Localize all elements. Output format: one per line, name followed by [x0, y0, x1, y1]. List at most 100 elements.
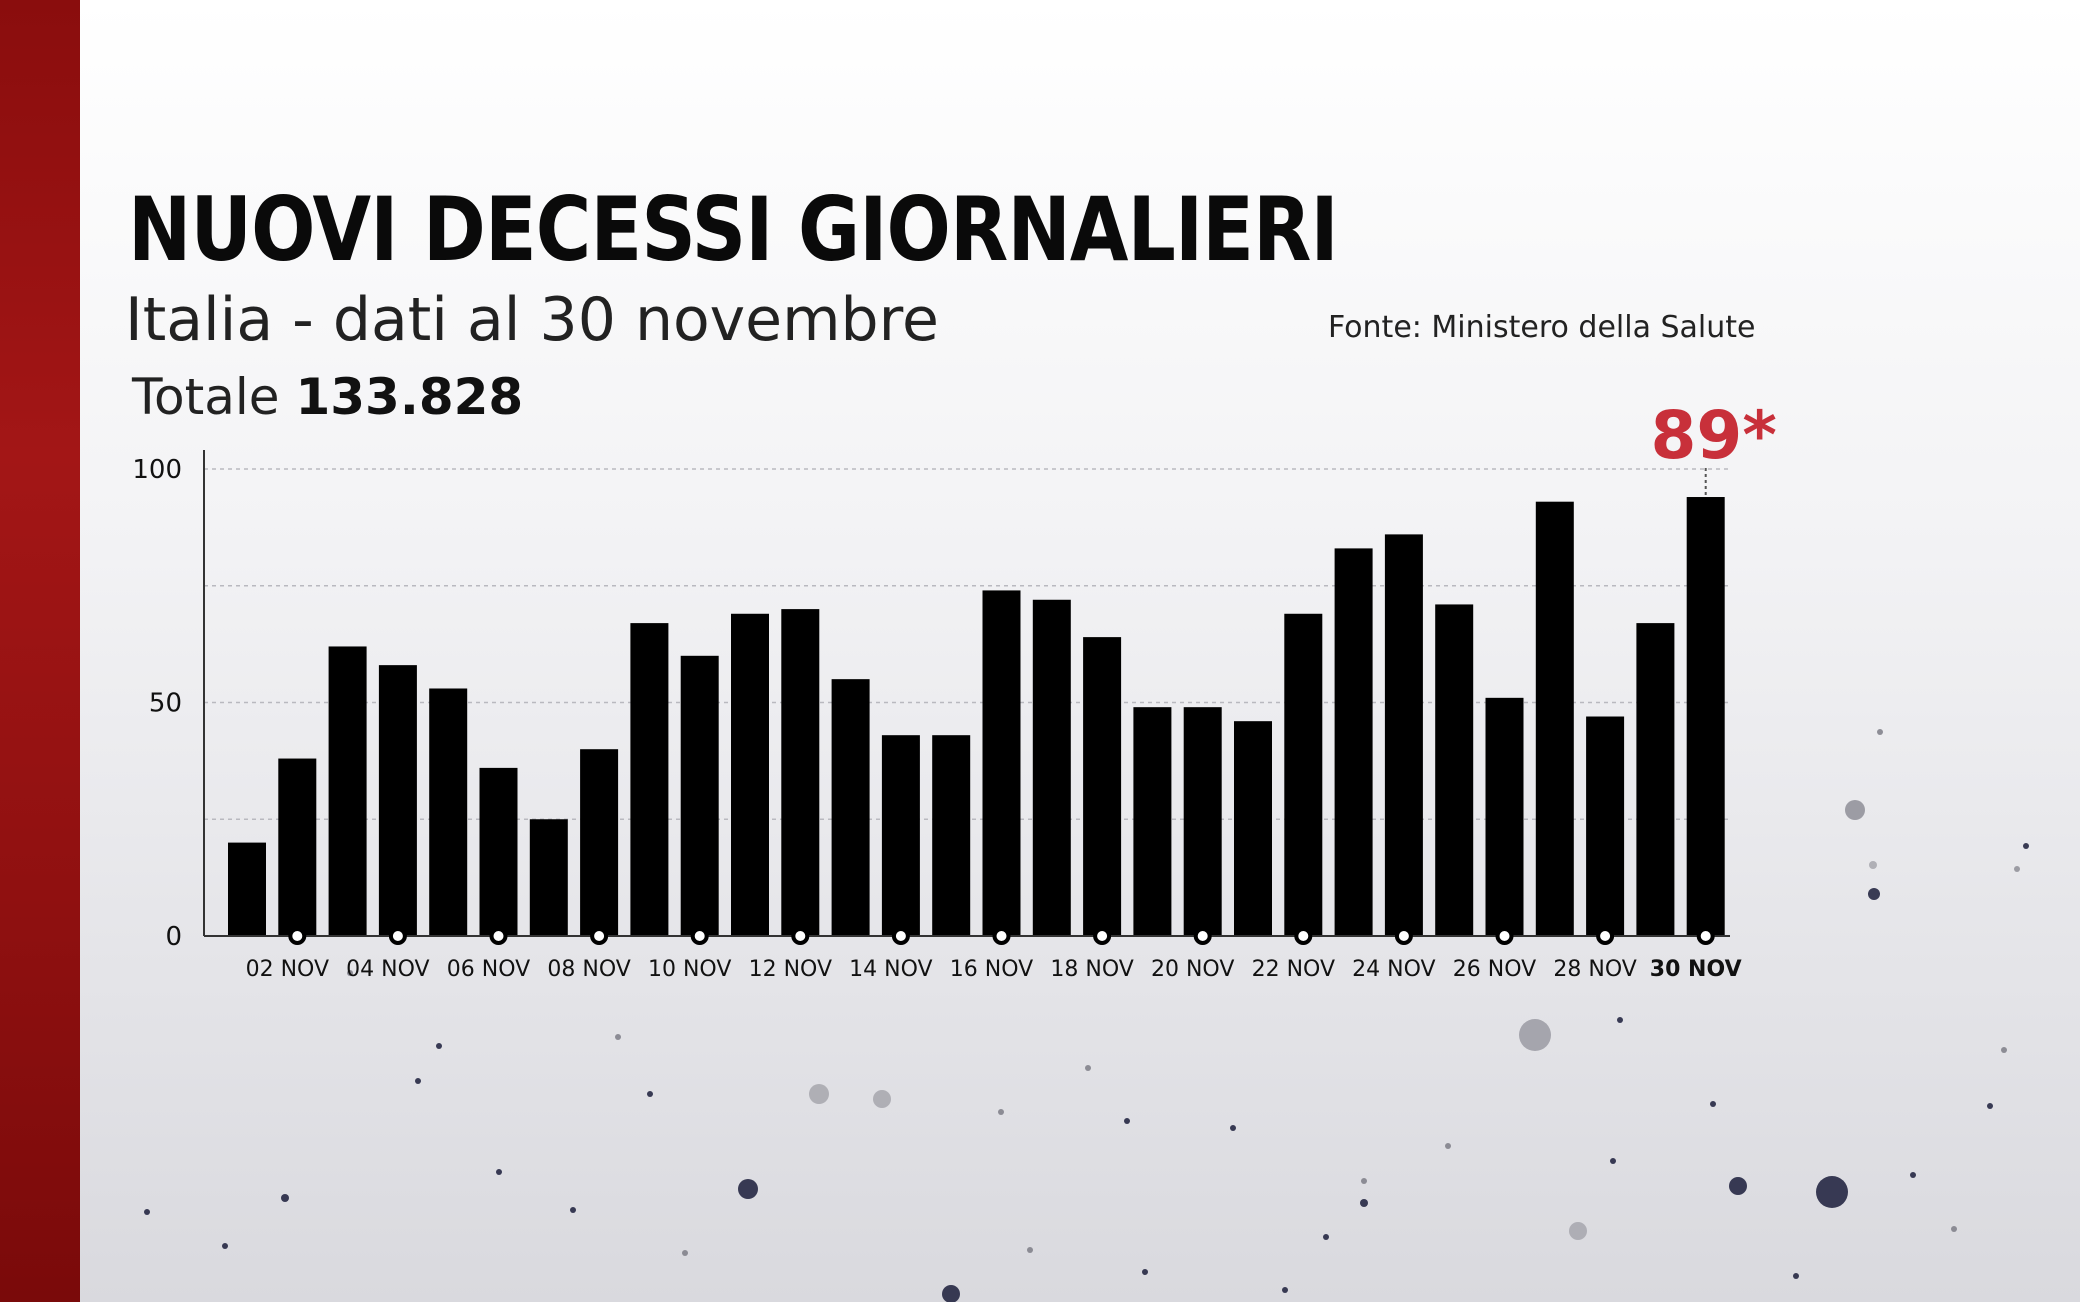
background-dot	[347, 970, 353, 976]
background-dot	[1142, 1269, 1148, 1275]
background-dot	[809, 1084, 829, 1104]
background-dot	[436, 1043, 442, 1049]
side-color-bar	[0, 0, 80, 1302]
background-dot	[1282, 1287, 1288, 1293]
x-tick-marker	[891, 927, 910, 945]
bar	[328, 646, 367, 936]
background-dot	[1868, 888, 1880, 900]
background-dot	[615, 1034, 621, 1040]
x-tick-label: 08 NOV	[547, 957, 630, 982]
background-dot	[1910, 1172, 1916, 1178]
bar	[781, 609, 820, 936]
x-tick-label: 14 NOV	[849, 957, 932, 982]
chart-subtitle: Italia - dati al 30 novembre	[125, 285, 939, 355]
x-tick-marker	[1294, 927, 1313, 945]
x-tick-marker	[690, 927, 709, 945]
background-dot	[415, 1078, 421, 1084]
bar	[1686, 497, 1725, 936]
bar	[378, 665, 417, 936]
bar	[479, 767, 518, 936]
x-tick-label: 04 NOV	[346, 957, 429, 982]
bar	[982, 590, 1021, 936]
background-dot	[1617, 1017, 1623, 1023]
x-tick-marker	[1093, 927, 1112, 945]
bar	[1234, 721, 1272, 936]
x-tick-label: 28 NOV	[1553, 957, 1636, 982]
background-dot	[1361, 1178, 1367, 1184]
bar	[1032, 599, 1071, 936]
x-tick-marker	[1696, 927, 1715, 945]
background-dot	[1569, 1222, 1587, 1240]
background-dot	[1951, 1226, 1957, 1232]
x-tick-label: 26 NOV	[1453, 957, 1536, 982]
x-tick-label: 22 NOV	[1252, 957, 1335, 982]
highlight-value-label: 89*	[1651, 397, 1777, 474]
y-tick-label: 50	[149, 689, 182, 719]
x-tick-marker	[489, 927, 508, 945]
background-dot	[1027, 1247, 1033, 1253]
bar	[881, 735, 920, 936]
bar	[429, 688, 468, 936]
bar	[580, 749, 619, 936]
background-dot	[1610, 1158, 1616, 1164]
x-tick-marker	[288, 927, 307, 945]
x-tick-marker	[1394, 927, 1413, 945]
background-dot	[496, 1169, 502, 1175]
background-dot	[738, 1179, 758, 1199]
bar	[1636, 623, 1675, 936]
background-dot	[873, 1090, 891, 1108]
x-tick-label: 02 NOV	[246, 957, 329, 982]
bar	[529, 819, 568, 936]
background-dot	[570, 1207, 576, 1213]
bar	[228, 842, 266, 936]
background-dot	[144, 1209, 150, 1215]
background-dot	[281, 1194, 289, 1202]
y-tick-label: 0	[165, 922, 182, 952]
background-dot	[1816, 1176, 1848, 1208]
bar	[731, 613, 769, 936]
background-dot	[2023, 843, 2029, 849]
background-dot	[1360, 1199, 1368, 1207]
background-dot	[1877, 729, 1883, 735]
background-dot	[1085, 1065, 1091, 1071]
background-dot	[1729, 1177, 1747, 1195]
source-note: Fonte: Ministero della Salute	[1328, 310, 1756, 345]
x-tick-marker	[388, 927, 407, 945]
background-dot	[647, 1091, 653, 1097]
bar	[1083, 637, 1122, 936]
bar	[1133, 707, 1172, 936]
background-dot	[1987, 1103, 1993, 1109]
bar	[1384, 534, 1423, 936]
x-tick-label: 18 NOV	[1050, 957, 1133, 982]
x-tick-marker	[1193, 927, 1212, 945]
x-tick-label: 06 NOV	[447, 957, 530, 982]
bar	[1284, 613, 1323, 936]
x-tick-label: 12 NOV	[749, 957, 832, 982]
background-dot	[682, 1250, 688, 1256]
y-tick-label: 100	[132, 455, 182, 485]
background-dot	[1323, 1234, 1329, 1240]
bar	[630, 623, 669, 936]
x-tick-marker	[1596, 927, 1615, 945]
bar	[1586, 716, 1625, 936]
total-label: Totale	[132, 368, 280, 426]
background-dot	[2001, 1047, 2007, 1053]
bar	[680, 655, 719, 936]
background-dot	[1710, 1101, 1716, 1107]
bar	[1334, 548, 1373, 936]
bar	[1535, 501, 1574, 936]
chart-title: NUOVI DECESSI GIORNALIERI	[128, 178, 1339, 281]
background-dot	[222, 1243, 228, 1249]
x-tick-label: 20 NOV	[1151, 957, 1234, 982]
x-tick-marker	[791, 927, 810, 945]
background-dot	[1869, 861, 1877, 869]
background-dot	[2014, 866, 2020, 872]
x-tick-label: 10 NOV	[648, 957, 731, 982]
x-tick-label: 30 NOV	[1650, 957, 1742, 982]
bar	[1485, 697, 1524, 936]
background-dot	[998, 1109, 1004, 1115]
x-tick-label: 16 NOV	[950, 957, 1033, 982]
background-dot	[1793, 1273, 1799, 1279]
